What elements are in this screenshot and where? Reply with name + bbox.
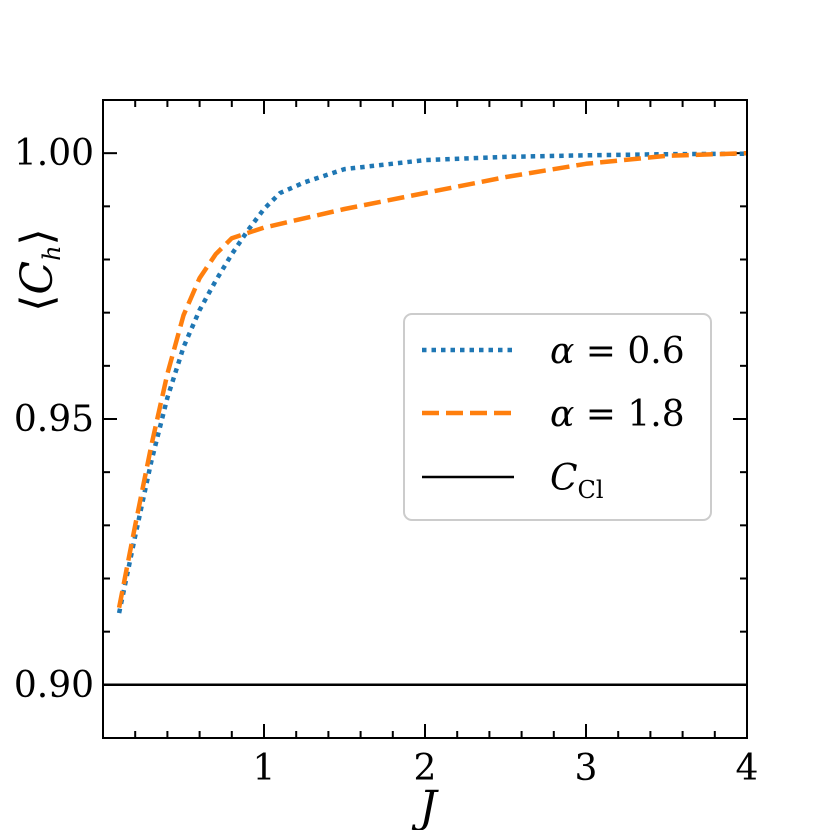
y-axis-title-subscript: h <box>38 245 66 260</box>
legend-label-alpha-0-6: α = 0.6 <box>550 331 685 372</box>
legend-box <box>403 313 712 521</box>
ticks-layer <box>103 100 747 738</box>
legend: α = 0.6 α = 1.8 CCl <box>403 313 712 521</box>
legend-label-alpha-1-8: α = 1.8 <box>550 394 685 435</box>
y-tick-label: 0.95 <box>14 399 94 440</box>
series-layer <box>103 150 748 687</box>
svg-text:⟨Ch⟩: ⟨Ch⟩ <box>12 228 66 311</box>
series-line-1 <box>116 150 748 609</box>
tick-labels: 1 2 3 4 0.90 0.95 1.00 <box>14 133 759 789</box>
y-tick-label: 0.90 <box>14 665 94 706</box>
x-tick-label: 1 <box>253 748 276 789</box>
x-tick-label: 3 <box>575 748 598 789</box>
x-tick-label: 4 <box>736 748 759 789</box>
y-tick-label: 1.00 <box>14 133 94 174</box>
legend-label-c-cl: CCl <box>550 458 604 504</box>
y-axis-title-close-bracket: ⟩ <box>12 228 63 245</box>
y-axis-title: ⟨Ch⟩ <box>12 228 66 311</box>
series-line-0 <box>116 151 748 614</box>
y-axis-title-c: C <box>12 261 63 295</box>
y-axis-title-open-bracket: ⟨ <box>12 295 63 312</box>
plot-area-frame <box>102 99 748 739</box>
x-tick-label: 2 <box>414 748 437 789</box>
